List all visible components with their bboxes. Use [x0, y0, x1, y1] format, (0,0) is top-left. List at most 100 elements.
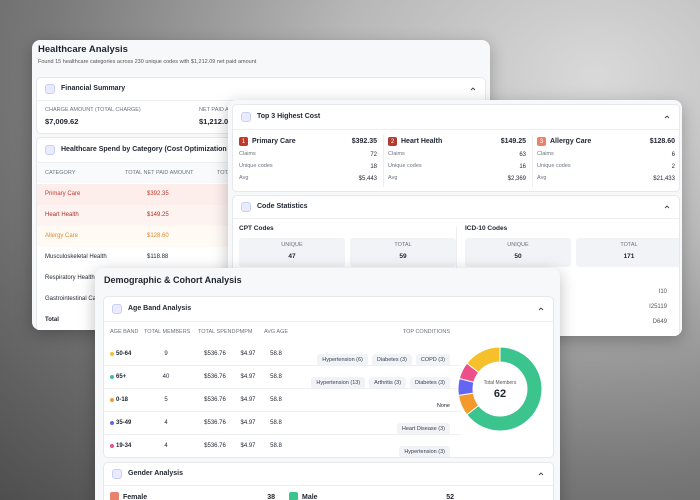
collapse-chevron[interactable]	[663, 113, 671, 121]
pmpm: $4.97	[240, 443, 256, 449]
section-title: Top 3 Highest Cost	[257, 113, 321, 120]
row-separator	[104, 388, 460, 389]
age-band: 50-64	[116, 351, 132, 357]
pmpm: $4.97	[240, 420, 256, 426]
gender-badge	[289, 492, 298, 500]
condition-chip: Arthritis (3)	[369, 377, 407, 389]
metric-value: $7,009.62	[45, 117, 79, 126]
stat-label: TOTAL	[394, 242, 412, 248]
total-spend: $536.76	[204, 420, 226, 426]
stat-box: UNIQUE 50	[465, 238, 571, 267]
gender-name: Male	[302, 494, 318, 500]
avg-age: 58.8	[270, 420, 282, 426]
condition-chip: Hypertension (3)	[399, 446, 450, 457]
condition-chip: Hypertension (13)	[311, 377, 366, 389]
divider	[233, 129, 679, 130]
total-members: 9	[164, 351, 168, 357]
item-name: Allergy Care	[550, 138, 592, 145]
category-name: Musculoskeletal Health	[45, 254, 107, 260]
donut-segment	[458, 362, 480, 383]
total-members: 5	[164, 397, 168, 403]
stat-value: 16	[519, 164, 526, 170]
column-header: PMPM	[236, 329, 253, 335]
top-conditions: Hypertension (3)	[284, 440, 450, 457]
age-band-analysis: Age Band Analysis AGE BAND TOTAL MEMBERS TO…	[103, 296, 554, 458]
category-amount: $118.88	[147, 254, 169, 260]
donut-label: Total Members	[483, 380, 517, 386]
stat-label: Unique codes	[239, 163, 273, 169]
total-spend: $536.76	[204, 397, 226, 403]
category-name: Gastrointestinal Car	[45, 296, 99, 302]
avg-age: 58.8	[270, 374, 282, 380]
column-header: CATEGORY	[45, 170, 76, 176]
category-amount: $392.35	[147, 191, 169, 197]
section-title: Healthcare Spend by Category (Cost Optim…	[61, 146, 234, 153]
top-3-highest-cost: Top 3 Highest Cost 1 Primary Care $392.35 Cl…	[232, 104, 680, 192]
age-band: 65+	[116, 374, 127, 380]
collapse-chevron[interactable]	[469, 85, 477, 93]
section-title: Age Band Analysis	[128, 305, 192, 312]
avg-age: 58.8	[270, 351, 282, 357]
category-name: Respiratory Health	[45, 275, 95, 281]
top-conditions: None	[284, 394, 450, 412]
donut-total: 62	[493, 388, 507, 400]
column-header: AGE BAND	[110, 329, 139, 335]
donut-segment	[466, 346, 543, 432]
stat-value: 72	[370, 152, 377, 158]
demographic-card: Demographic & Cohort Analysis Age Band An…	[95, 268, 560, 500]
group-title: CPT Codes	[239, 225, 274, 232]
age-band-donut	[457, 346, 543, 432]
section-icon	[241, 202, 251, 212]
stat-value: $2,369	[507, 176, 526, 182]
stat-label: Claims	[537, 151, 554, 157]
collapse-chevron[interactable]	[537, 470, 545, 478]
band-dot	[110, 421, 114, 425]
stat-label: Avg	[388, 175, 398, 181]
avg-age: 58.8	[270, 397, 282, 403]
total-members: 4	[164, 420, 168, 426]
section-title: Gender Analysis	[128, 470, 183, 477]
stat-value: 59	[399, 253, 407, 260]
stat-value: 6	[671, 152, 675, 158]
gender-badge	[110, 492, 119, 500]
divider	[233, 218, 679, 219]
collapse-chevron[interactable]	[537, 305, 545, 313]
stat-value: 63	[519, 152, 526, 158]
stat-label: Avg	[239, 175, 249, 181]
age-band: 19-34	[116, 443, 132, 449]
section-title: Financial Summary	[61, 85, 126, 92]
stat-box: UNIQUE 47	[239, 238, 345, 267]
stat-label: Claims	[239, 151, 256, 157]
section-icon	[45, 84, 55, 94]
code-item: D649	[652, 319, 667, 325]
gender-analysis: Gender Analysis Female 38 Male 52	[103, 462, 554, 500]
stat-value: 171	[623, 253, 635, 260]
rank-badge: 2	[388, 137, 397, 146]
code-item: I25119	[649, 304, 667, 310]
item-amount: $128.60	[649, 138, 675, 145]
stat-label: Unique codes	[537, 163, 571, 169]
section-title-main: Demographic & Cohort Analysis	[104, 275, 242, 285]
age-band: 35-49	[116, 420, 132, 426]
top-conditions: Hypertension (6) Diabetes (3) COPD (3)	[284, 348, 450, 366]
section-title: Code Statistics	[257, 203, 308, 210]
collapse-chevron[interactable]	[663, 203, 671, 211]
row-separator	[104, 434, 460, 435]
avg-age: 58.8	[270, 443, 282, 449]
top-conditions: Heart Disease (3)	[284, 417, 450, 435]
total-spend: $536.76	[204, 374, 226, 380]
stat-value: 18	[370, 164, 377, 170]
band-dot	[110, 375, 114, 379]
metric-label: NET PAID A	[199, 107, 229, 113]
age-band: 0-18	[116, 397, 129, 403]
stat-label: Avg	[537, 175, 547, 181]
category-amount: $128.60	[147, 233, 169, 239]
stat-value: 50	[514, 253, 522, 260]
page-subtitle: Found 15 healthcare categories across 23…	[38, 59, 257, 65]
pmpm: $4.97	[240, 397, 256, 403]
top-conditions: Hypertension (13) Arthritis (3) Diabetes (…	[284, 371, 450, 389]
column-header: TOTAL NET PAID AMOUNT	[125, 170, 194, 176]
stat-value: $5,443	[358, 176, 377, 182]
stat-value: $21,433	[653, 176, 675, 182]
